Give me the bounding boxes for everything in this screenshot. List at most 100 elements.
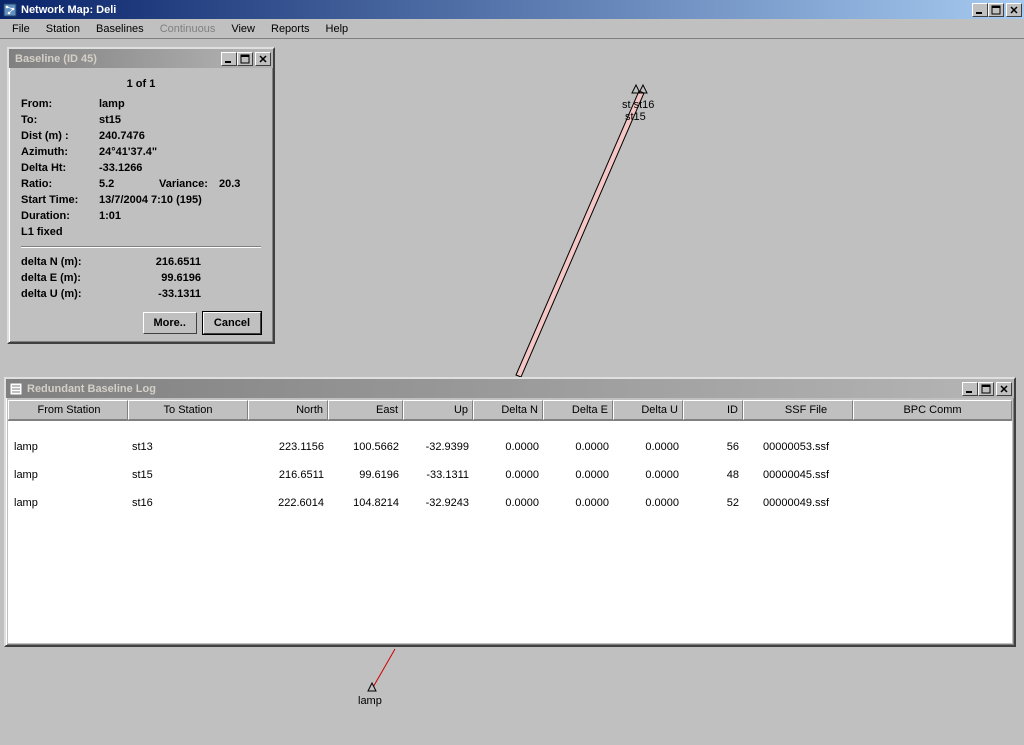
cell: 00000049.ssf bbox=[743, 497, 853, 509]
minimize-button[interactable] bbox=[972, 3, 988, 17]
menu-station[interactable]: Station bbox=[38, 21, 88, 37]
cell: 48 bbox=[683, 469, 743, 481]
col-deltau[interactable]: Delta U bbox=[613, 400, 683, 420]
col-east[interactable]: East bbox=[328, 400, 403, 420]
bl-from-label: From: bbox=[21, 96, 99, 112]
log-window: Redundant Baseline Log From Station To S… bbox=[4, 377, 1016, 647]
cell: st15 bbox=[128, 469, 248, 481]
cell: st13 bbox=[128, 441, 248, 453]
bl-duration-value: 1:01 bbox=[99, 208, 121, 224]
cell: lamp bbox=[8, 469, 128, 481]
bl-deltau-value: -33.1311 bbox=[121, 286, 201, 302]
baseline-titlebar[interactable]: Baseline (ID 45) bbox=[9, 49, 273, 68]
cell: 0.0000 bbox=[613, 469, 683, 481]
bl-from-value: lamp bbox=[99, 96, 125, 112]
menubar: File Station Baselines Continuous View R… bbox=[0, 19, 1024, 39]
baseline-counter: 1 of 1 bbox=[21, 76, 261, 92]
menu-help[interactable]: Help bbox=[318, 21, 357, 37]
bl-ratio-value: 5.2 bbox=[99, 176, 159, 192]
cell: 56 bbox=[683, 441, 743, 453]
cell: 0.0000 bbox=[543, 469, 613, 481]
bl-deltaht-value: -33.1266 bbox=[99, 160, 142, 176]
bl-deltaht-label: Delta Ht: bbox=[21, 160, 99, 176]
cell: -32.9243 bbox=[403, 497, 473, 509]
cell: 0.0000 bbox=[543, 441, 613, 453]
col-id[interactable]: ID bbox=[683, 400, 743, 420]
cell: 52 bbox=[683, 497, 743, 509]
col-from[interactable]: From Station bbox=[8, 400, 128, 420]
bl-start-label: Start Time: bbox=[21, 192, 99, 208]
cell: 0.0000 bbox=[473, 469, 543, 481]
cell: 216.6511 bbox=[248, 469, 328, 481]
menu-continuous: Continuous bbox=[152, 21, 224, 37]
table-row[interactable]: lampst13223.1156100.5662-32.93990.00000.… bbox=[8, 433, 1012, 461]
log-title: Redundant Baseline Log bbox=[27, 383, 962, 395]
baseline-minimize-button[interactable] bbox=[221, 52, 237, 66]
bl-start-value: 13/7/2004 7:10 (195) bbox=[99, 192, 202, 208]
cell: 0.0000 bbox=[543, 497, 613, 509]
cell: 100.5662 bbox=[328, 441, 403, 453]
cell: 104.8214 bbox=[328, 497, 403, 509]
log-titlebar[interactable]: Redundant Baseline Log bbox=[6, 379, 1014, 398]
cell: 00000045.ssf bbox=[743, 469, 853, 481]
col-bpc[interactable]: BPC Comm bbox=[853, 400, 1012, 420]
bl-deltae-label: delta E (m): bbox=[21, 270, 121, 286]
table-row[interactable]: lampst16222.6014104.8214-32.92430.00000.… bbox=[8, 489, 1012, 517]
map-label-lamp: lamp bbox=[358, 695, 382, 707]
cell: lamp bbox=[8, 441, 128, 453]
baseline-close-button[interactable] bbox=[255, 52, 271, 66]
more-button[interactable]: More.. bbox=[143, 312, 197, 334]
cell: 0.0000 bbox=[473, 497, 543, 509]
divider bbox=[21, 246, 261, 248]
bl-variance-value: 20.3 bbox=[219, 176, 240, 192]
bl-variance-label: Variance: bbox=[159, 176, 219, 192]
col-up[interactable]: Up bbox=[403, 400, 473, 420]
col-deltae[interactable]: Delta E bbox=[543, 400, 613, 420]
cell: -33.1311 bbox=[403, 469, 473, 481]
map-canvas[interactable]: st st16 st15 Baseline (ID 45) 1 of 1 Fro… bbox=[0, 39, 1024, 745]
cell: 222.6014 bbox=[248, 497, 328, 509]
bl-duration-label: Duration: bbox=[21, 208, 99, 224]
log-header: From Station To Station North East Up De… bbox=[8, 400, 1012, 421]
menu-baselines[interactable]: Baselines bbox=[88, 21, 152, 37]
col-ssf[interactable]: SSF File bbox=[743, 400, 853, 420]
bl-to-label: To: bbox=[21, 112, 99, 128]
cell bbox=[853, 469, 953, 481]
menu-file[interactable]: File bbox=[4, 21, 38, 37]
table-row[interactable]: lampst15216.651199.6196-33.13110.00000.0… bbox=[8, 461, 1012, 489]
menu-view[interactable]: View bbox=[223, 21, 263, 37]
log-content: From Station To Station North East Up De… bbox=[8, 400, 1012, 643]
bl-to-value: st15 bbox=[99, 112, 121, 128]
bl-azimuth-value: 24°41'37.4" bbox=[99, 144, 157, 160]
cell: 0.0000 bbox=[473, 441, 543, 453]
col-deltan[interactable]: Delta N bbox=[473, 400, 543, 420]
col-to[interactable]: To Station bbox=[128, 400, 248, 420]
cell: -32.9399 bbox=[403, 441, 473, 453]
col-north[interactable]: North bbox=[248, 400, 328, 420]
cell bbox=[853, 497, 953, 509]
cancel-button[interactable]: Cancel bbox=[203, 312, 261, 334]
menu-reports[interactable]: Reports bbox=[263, 21, 318, 37]
log-icon bbox=[8, 381, 24, 397]
maximize-button[interactable] bbox=[988, 3, 1004, 17]
log-maximize-button[interactable] bbox=[978, 382, 994, 396]
bl-deltau-label: delta U (m): bbox=[21, 286, 121, 302]
bl-deltae-value: 99.6196 bbox=[121, 270, 201, 286]
bl-dist-value: 240.7476 bbox=[99, 128, 145, 144]
cell: 223.1156 bbox=[248, 441, 328, 453]
cell: st16 bbox=[128, 497, 248, 509]
bl-deltan-label: delta N (m): bbox=[21, 254, 121, 270]
baseline-content: 1 of 1 From:lamp To:st15 Dist (m) :240.7… bbox=[9, 68, 273, 342]
log-minimize-button[interactable] bbox=[962, 382, 978, 396]
log-rows: lampst13223.1156100.5662-32.93990.00000.… bbox=[8, 421, 1012, 517]
map-label-st15: st15 bbox=[625, 111, 646, 123]
baseline-maximize-button[interactable] bbox=[237, 52, 253, 66]
close-button[interactable] bbox=[1006, 3, 1022, 17]
bl-deltan-value: 216.6511 bbox=[121, 254, 201, 270]
bl-azimuth-label: Azimuth: bbox=[21, 144, 99, 160]
log-close-button[interactable] bbox=[996, 382, 1012, 396]
baseline-window: Baseline (ID 45) 1 of 1 From:lamp To:st1… bbox=[7, 47, 275, 344]
baseline-title: Baseline (ID 45) bbox=[11, 53, 221, 65]
cell bbox=[853, 441, 953, 453]
bl-ratio-label: Ratio: bbox=[21, 176, 99, 192]
